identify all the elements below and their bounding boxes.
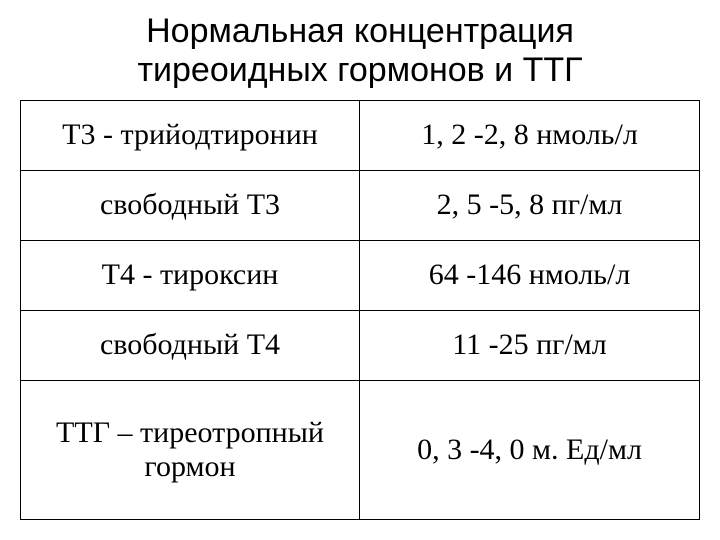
table-row: ТТГ – тиреотропный гормон 0, 3 -4, 0 м. … [21,381,699,519]
hormone-name-cell: Т4 - тироксин [21,241,360,310]
hormone-value-cell: 0, 3 -4, 0 м. Ед/мл [360,381,699,519]
title-line-2: тиреоидных гормонов и ТТГ [137,51,582,89]
table-row: свободный Т3 2, 5 -5, 8 пг/мл [21,171,699,241]
hormone-value-cell: 2, 5 -5, 8 пг/мл [360,171,699,240]
table-row: Т3 - трийодтиронин 1, 2 -2, 8 нмоль/л [21,101,699,171]
table-row: свободный Т4 11 -25 пг/мл [21,311,699,381]
title-line-1: Нормальная концентрация [146,12,574,50]
page-title: Нормальная концентрация тиреоидных гормо… [20,12,700,90]
hormone-name-cell: Т3 - трийодтиронин [21,101,360,170]
hormone-table: Т3 - трийодтиронин 1, 2 -2, 8 нмоль/л св… [20,100,700,520]
hormone-name-cell: ТТГ – тиреотропный гормон [21,381,360,519]
hormone-value-cell: 64 -146 нмоль/л [360,241,699,310]
table-row: Т4 - тироксин 64 -146 нмоль/л [21,241,699,311]
hormone-name-cell: свободный Т3 [21,171,360,240]
hormone-value-cell: 11 -25 пг/мл [360,311,699,380]
hormone-value-cell: 1, 2 -2, 8 нмоль/л [360,101,699,170]
hormone-name-cell: свободный Т4 [21,311,360,380]
